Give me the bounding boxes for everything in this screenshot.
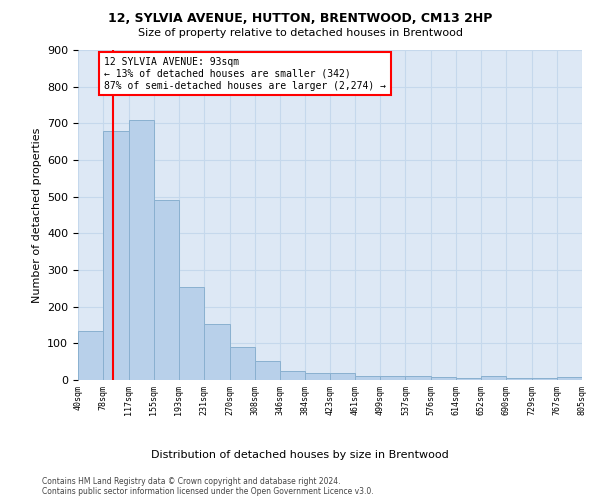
Text: 12 SYLVIA AVENUE: 93sqm
← 13% of detached houses are smaller (342)
87% of semi-d: 12 SYLVIA AVENUE: 93sqm ← 13% of detache… <box>104 58 386 90</box>
Bar <box>481 376 506 380</box>
Bar <box>456 378 481 380</box>
Bar <box>355 376 380 380</box>
Bar <box>230 348 254 380</box>
Text: Size of property relative to detached houses in Brentwood: Size of property relative to detached ho… <box>137 28 463 38</box>
Bar <box>331 372 355 380</box>
Text: Contains HM Land Registry data © Crown copyright and database right 2024.: Contains HM Land Registry data © Crown c… <box>42 478 341 486</box>
Bar <box>204 324 230 380</box>
Bar <box>506 378 532 380</box>
Bar <box>380 376 406 380</box>
Bar <box>532 378 557 380</box>
Bar <box>154 200 179 380</box>
Bar <box>280 371 305 380</box>
Y-axis label: Number of detached properties: Number of detached properties <box>32 128 41 302</box>
Bar <box>305 372 331 380</box>
Bar <box>78 330 103 380</box>
Bar <box>406 376 431 380</box>
Bar <box>254 360 280 380</box>
Text: Contains public sector information licensed under the Open Government Licence v3: Contains public sector information licen… <box>42 488 374 496</box>
Bar <box>129 120 154 380</box>
Bar <box>179 287 204 380</box>
Bar <box>103 130 129 380</box>
Bar <box>431 377 456 380</box>
Text: 12, SYLVIA AVENUE, HUTTON, BRENTWOOD, CM13 2HP: 12, SYLVIA AVENUE, HUTTON, BRENTWOOD, CM… <box>108 12 492 26</box>
Bar <box>557 377 582 380</box>
Text: Distribution of detached houses by size in Brentwood: Distribution of detached houses by size … <box>151 450 449 460</box>
